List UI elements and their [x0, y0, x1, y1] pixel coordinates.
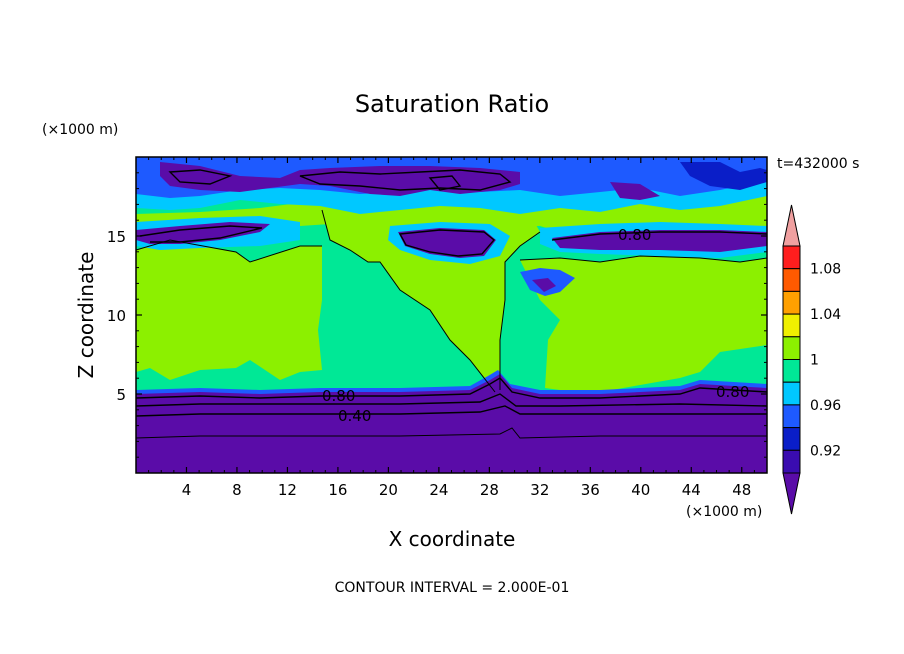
contour-line-mid-3: [136, 239, 322, 263]
field-lime-right: [520, 256, 767, 392]
field-purple-top-right: [610, 182, 660, 200]
x-tick-label: 8: [232, 481, 242, 499]
x-axis: 4 8 12 16 20 24 28 32 36 40 44 48: [148, 157, 755, 499]
colorbar-box: [782, 268, 801, 292]
y-tick-label: 10: [107, 307, 126, 325]
x-tick-label: 12: [278, 481, 297, 499]
colorbar-box: [782, 427, 801, 451]
colorbar-top-arrow: [782, 204, 801, 247]
field-blue-top-right: [680, 162, 767, 190]
colorbar-bottom-arrow: [782, 472, 801, 515]
y-tick-label: 5: [116, 386, 126, 404]
colorbar-box: [782, 290, 801, 315]
y-axis-title: Z coordinate: [74, 252, 98, 379]
colorbar-box: [782, 404, 801, 429]
x-tick-label: 16: [328, 481, 347, 499]
contour-label-2: 0.40: [338, 407, 371, 425]
x-tick-label: 44: [682, 481, 701, 499]
field-purple-top: [160, 162, 520, 196]
x-tick-label: 24: [429, 481, 448, 499]
field-blue-lower: [136, 370, 767, 400]
contour-labels: 0.80 0.40 0.80 0.80: [322, 226, 749, 425]
contour-line-060-lower: [136, 393, 767, 407]
field-purple-lower: [136, 374, 767, 473]
contour-plot: [136, 157, 767, 473]
contour-line-top-2: [168, 169, 233, 185]
colorbar-label: 0.96: [810, 398, 841, 414]
y-tick-label: 15: [107, 228, 126, 246]
colorbar-box: [782, 449, 801, 474]
colorbar-box: [782, 359, 801, 383]
contour-label-1: 0.80: [322, 387, 355, 405]
colorbar-label: 1.04: [810, 307, 841, 323]
colorbar-label: 1: [810, 353, 819, 369]
x-tick-label: 32: [530, 481, 549, 499]
colorbar-box: [782, 313, 801, 338]
contour-line-080-band15-mid: [398, 229, 496, 257]
x-tick-label: 20: [379, 481, 398, 499]
y-axis: 5 10 15: [107, 172, 767, 458]
field-lime-left: [136, 240, 322, 380]
contour-line-080-band15-right: [551, 231, 767, 241]
x-tick-label: 40: [631, 481, 650, 499]
contour-label-4: 0.80: [618, 226, 651, 244]
contour-line-020-lower: [136, 427, 767, 439]
field-purple-band15-right: [552, 230, 767, 252]
contour-line-top-3: [428, 175, 462, 191]
x-tick-label: 48: [732, 481, 751, 499]
y-unit-label: (×1000 m): [42, 122, 118, 138]
contour-line-080-lower: [136, 377, 767, 399]
colorbar-box: [782, 381, 801, 406]
contour-line-040-lower: [136, 405, 767, 417]
chart-title: Saturation Ratio: [355, 90, 549, 118]
colorbar-label: 0.92: [810, 443, 841, 459]
field-purple-cells-mid: [532, 278, 556, 292]
contour-line-mid-1: [321, 209, 496, 393]
x-tick-label: 4: [182, 481, 192, 499]
x-unit-label: (×1000 m): [686, 504, 762, 520]
x-tick-label: 28: [480, 481, 499, 499]
colorbar-label: 1.08: [810, 262, 841, 278]
contour-line-top-1: [299, 169, 512, 191]
contour-label-3: 0.80: [716, 383, 749, 401]
colorbar-box: [782, 336, 801, 360]
footer-text: CONTOUR INTERVAL = 2.000E-01: [335, 580, 570, 596]
x-axis-title: X coordinate: [389, 527, 516, 551]
x-tick-label: 36: [581, 481, 600, 499]
field-purple-band15-left: [136, 222, 270, 244]
time-label: t=432000 s: [777, 156, 859, 172]
contour-lines: [136, 169, 767, 439]
colorbar: 1.08 1.04 1 0.96 0.92: [782, 204, 841, 515]
contour-line-mid-2: [499, 231, 541, 390]
colorbar-box: [782, 245, 801, 270]
contour-line-mid-4: [519, 255, 767, 263]
